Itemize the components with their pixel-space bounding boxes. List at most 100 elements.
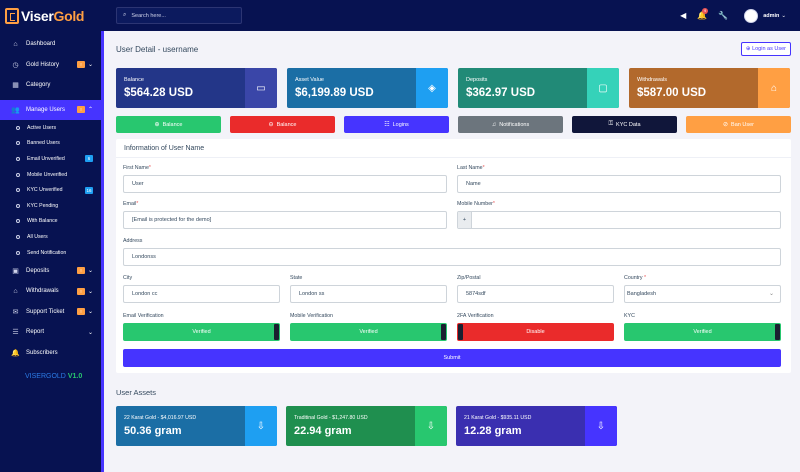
chevron-down-icon: ⌄ — [88, 309, 94, 316]
add-balance-button[interactable]: ⊕ Balance — [116, 116, 221, 133]
alert-badge: ! — [77, 106, 85, 114]
sidebar-active-indicator — [101, 31, 104, 472]
hand-coin-icon: ⇩ — [245, 406, 277, 446]
logins-button[interactable]: ☷ Logins — [344, 116, 449, 133]
sidebar-subitem-kyc-pending[interactable]: KYC Pending — [0, 198, 103, 214]
twofa-verification-label: 2FA Verification — [457, 313, 494, 319]
kyc-toggle[interactable]: Verified — [624, 323, 781, 341]
sidebar-item-manage-users[interactable]: 👥 Manage Users! ⌃ — [0, 99, 103, 120]
clock-icon: ◷ — [12, 61, 19, 69]
balance-card[interactable]: Balance $564.28 USD ▭ — [116, 68, 277, 108]
wrench-icon[interactable]: 🔧 — [718, 11, 729, 20]
sidebar-subitem-all-users[interactable]: All Users — [0, 229, 103, 245]
sidebar-item-subscribers[interactable]: 🔔 Subscribers — [11, 349, 58, 357]
sidebar-subitem-mobile-unverified[interactable]: Mobile Unverified — [0, 167, 103, 183]
app-version: VISERGOLD V1.0 — [25, 372, 83, 380]
mobile-verification-toggle[interactable]: Verified — [290, 323, 447, 341]
user-menu[interactable]: admin ⌄ — [763, 12, 786, 19]
avatar[interactable] — [744, 8, 759, 23]
wallet-icon: ▣ — [12, 267, 19, 275]
sidebar-item-gold-history[interactable]: ◷ Gold History! ⌄ — [12, 61, 94, 69]
kyc-data-button[interactable]: ⚿ KYC Data — [572, 116, 677, 133]
hand-coin-icon: ⇩ — [415, 406, 447, 446]
circle-icon — [16, 203, 20, 208]
sidebar-item-category[interactable]: ▦ Category — [12, 82, 51, 90]
subtract-balance-button[interactable]: ⊖ Balance — [230, 116, 335, 133]
asset-value-card[interactable]: Asset Value $6,199.89 USD ◈ — [287, 68, 448, 108]
list-icon: ☰ — [12, 329, 19, 337]
deposits-card[interactable]: Deposits $362.97 USD ▢ — [458, 68, 619, 108]
sidebar-subitem-kyc-unverified[interactable]: KYC Unverified 16 — [0, 182, 103, 198]
withdrawals-card[interactable]: Withdrawals $587.00 USD ⌂ — [629, 68, 790, 108]
asset-card-21-karat[interactable]: 21 Karat Gold - $935.11 USD 12.28 gram ⇩ — [456, 406, 617, 446]
chevron-up-icon: ⌃ — [88, 107, 94, 114]
notifications-button[interactable]: ♫ Notifications — [458, 116, 563, 133]
assets-title: User Assets — [116, 388, 157, 397]
circle-icon — [16, 156, 20, 161]
action-buttons: ⊕ Balance ⊖ Balance ☷ Logins ♫ Notifications… — [116, 116, 791, 133]
grid-icon: ▦ — [12, 82, 19, 90]
city-label: City — [123, 275, 133, 281]
count-badge: 16 — [85, 186, 93, 194]
address-label: Address — [123, 238, 143, 244]
bank-icon: ⌂ — [758, 68, 790, 108]
summary-cards: Balance $564.28 USD ▭ Asset Value $6,199… — [116, 68, 791, 108]
state-label: State — [290, 275, 303, 281]
login-as-user-button[interactable]: ⊕ Login as User — [740, 42, 791, 56]
chevron-down-icon: ⌄ — [88, 288, 94, 295]
sidebar-item-deposits[interactable]: ▣ Deposits! ⌄ — [12, 267, 94, 275]
sidebar-subitem-email-unverified[interactable]: Email Unverified 6 — [0, 151, 103, 167]
topbar: ⌕ Search here... ◀ 🔔 9 🔧 admin ⌄ — [103, 0, 800, 31]
brand-name-a: Viser — [21, 7, 54, 24]
circle-icon — [16, 172, 20, 177]
zip-input[interactable]: 5874sdf — [457, 285, 614, 303]
last-name-input[interactable]: Name — [457, 175, 781, 193]
brand-name-b: Gold — [53, 7, 85, 24]
users-icon: 👥 — [11, 106, 20, 114]
state-input[interactable]: London ss — [290, 285, 447, 303]
manage-users-submenu: Active Users Banned Users Email Unverifi… — [0, 120, 103, 261]
address-input[interactable]: Londonss — [123, 248, 781, 266]
submit-button[interactable]: Submit — [123, 349, 781, 367]
mobile-verification-label: Mobile Verification — [290, 313, 333, 319]
asset-card-traditional[interactable]: Traditinal Gold - $1,247.80 USD 22.94 gr… — [286, 406, 447, 446]
circle-icon — [16, 125, 20, 130]
ban-user-button[interactable]: ⊘ Ban User — [686, 116, 791, 133]
brand-logo[interactable]: ViserGold — [0, 0, 103, 31]
search-input[interactable]: ⌕ Search here... — [116, 7, 242, 24]
id-card-icon: ⚿ — [608, 121, 614, 127]
money-icon: ▭ — [245, 68, 277, 108]
email-input[interactable]: [Email is protected for the demo] — [123, 211, 447, 229]
sidebar-subitem-banned-users[interactable]: Banned Users — [0, 136, 103, 152]
home-icon: ⌂ — [13, 40, 18, 48]
zip-label: Zip/Postal — [457, 275, 481, 281]
country-select[interactable]: Bangladesh ⌄ — [624, 285, 781, 303]
arrow-left-circle-icon[interactable]: ◀ — [680, 11, 687, 20]
sidebar-item-withdrawals[interactable]: ⌂ Withdrawals! ⌄ — [0, 281, 103, 302]
email-verification-toggle[interactable]: Verified — [123, 323, 280, 341]
sidebar-subitem-with-balance[interactable]: With Balance — [0, 214, 103, 230]
asset-cards: 22 Karat Gold - $4,016.97 USD 50.36 gram… — [116, 406, 791, 446]
count-badge: 6 — [85, 155, 93, 163]
panel-title: Information of User Name — [116, 139, 791, 158]
circle-icon — [16, 188, 20, 193]
logo-mark-icon — [5, 7, 19, 24]
sidebar-item-report[interactable]: ☰ Report ⌄ — [12, 329, 94, 337]
sidebar-subitem-active-users[interactable]: Active Users — [0, 120, 103, 136]
sidebar-item-support-ticket[interactable]: ✉ Support Ticket! ⌄ — [12, 308, 94, 316]
twofa-verification-toggle[interactable]: Disable — [457, 323, 614, 341]
sidebar-subitem-send-notification[interactable]: Send Notification — [0, 245, 103, 261]
bell-icon: ♫ — [491, 121, 497, 128]
circle-icon — [16, 250, 20, 255]
email-verification-label: Email Verification — [123, 313, 164, 319]
mobile-input[interactable]: + — [457, 211, 781, 229]
asset-card-22-karat[interactable]: 22 Karat Gold - $4,016.97 USD 50.36 gram… — [116, 406, 277, 446]
first-name-input[interactable]: User — [123, 175, 447, 193]
plus-circle-icon: ⊕ — [154, 122, 160, 128]
sidebar-item-dashboard[interactable]: ⌂ Dashboard — [0, 34, 103, 55]
city-input[interactable]: London cc — [123, 285, 280, 303]
notification-count: 9 — [702, 8, 709, 14]
bell-icon[interactable]: 🔔 9 — [697, 8, 709, 20]
chevron-down-icon: ⌄ — [768, 291, 774, 297]
alert-badge: ! — [77, 308, 85, 316]
